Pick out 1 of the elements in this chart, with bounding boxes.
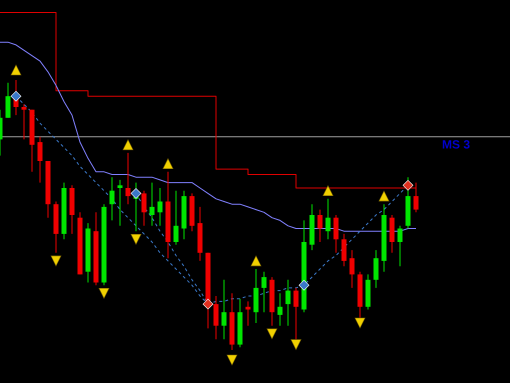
ref-line-label: MS 3 [442,138,470,152]
